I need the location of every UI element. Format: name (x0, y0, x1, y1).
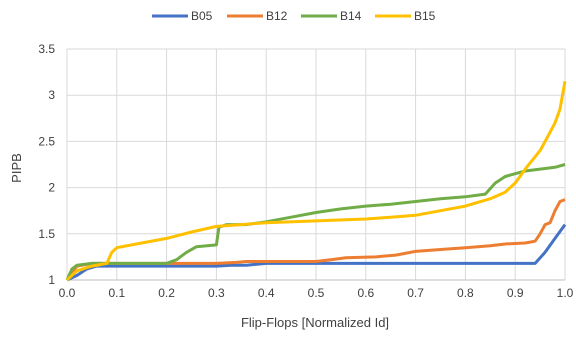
series-group (65, 81, 567, 282)
series-line-b12 (65, 198, 566, 281)
x-tick-label: 0.6 (357, 286, 374, 300)
x-tick-label: 0.4 (258, 286, 275, 300)
x-tick-label: 0.5 (308, 286, 325, 300)
y-tick-label: 2.5 (38, 134, 55, 148)
legend-label-b14: B14 (340, 9, 362, 23)
x-tick-label: 0.1 (108, 286, 125, 300)
x-tick-label: 0.7 (407, 286, 424, 300)
legend-label-b15: B15 (414, 9, 436, 23)
grid (66, 48, 566, 281)
axes: 0.0 0.1 0.2 0.3 0.4 0.5 0.6 0.7 0.8 0.9 1.0 1 1.5 2 2.… (38, 42, 573, 300)
x-tick-label: 0.0 (59, 286, 76, 300)
x-tick-label: 0.9 (507, 286, 524, 300)
y-tick-label: 3.5 (38, 42, 55, 56)
x-tick-label: 1.0 (557, 286, 574, 300)
series-line-b14 (65, 163, 566, 281)
legend-label-b05: B05 (191, 9, 213, 23)
x-axis-title: Flip-Flops [Normalized Id] (241, 315, 389, 330)
y-tick-label: 1.5 (38, 227, 55, 241)
y-tick-label: 2 (48, 181, 55, 195)
legend: B05 B12 B14 B15 (152, 9, 436, 23)
y-axis-title: PIPB (9, 153, 24, 183)
y-tick-label: 1 (48, 273, 55, 287)
x-tick-label: 0.8 (457, 286, 474, 300)
x-tick-label: 0.2 (158, 286, 175, 300)
legend-label-b12: B12 (266, 9, 288, 23)
y-tick-label: 3 (48, 88, 55, 102)
x-tick-label: 0.3 (208, 286, 225, 300)
series-line-b15 (65, 81, 567, 282)
